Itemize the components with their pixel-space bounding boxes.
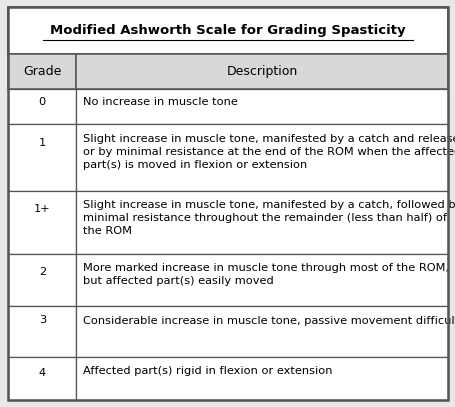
Bar xyxy=(76,191,447,254)
Bar xyxy=(76,254,447,306)
Text: 1: 1 xyxy=(39,138,46,148)
Bar xyxy=(8,357,76,400)
Text: 2: 2 xyxy=(39,267,46,277)
Text: Description: Description xyxy=(226,65,297,78)
Bar xyxy=(8,191,76,254)
Text: Modified Ashworth Scale for Grading Spasticity: Modified Ashworth Scale for Grading Spas… xyxy=(50,24,405,37)
Text: 0: 0 xyxy=(39,97,46,107)
Text: More marked increase in muscle tone through most of the ROM,
but affected part(s: More marked increase in muscle tone thro… xyxy=(82,263,448,286)
Text: 3: 3 xyxy=(39,315,46,325)
Text: Considerable increase in muscle tone, passive movement difficult: Considerable increase in muscle tone, pa… xyxy=(82,316,455,326)
Text: No increase in muscle tone: No increase in muscle tone xyxy=(82,97,237,107)
Text: Grade: Grade xyxy=(23,65,61,78)
Text: Affected part(s) rigid in flexion or extension: Affected part(s) rigid in flexion or ext… xyxy=(82,366,332,376)
Bar xyxy=(8,54,76,89)
Text: 1+: 1+ xyxy=(34,204,51,214)
Bar xyxy=(8,7,447,54)
Bar xyxy=(8,254,76,306)
Bar xyxy=(76,306,447,357)
Bar xyxy=(8,89,76,124)
Text: 4: 4 xyxy=(39,368,46,378)
Text: Slight increase in muscle tone, manifested by a catch and release
or by minimal : Slight increase in muscle tone, manifest… xyxy=(82,133,455,170)
Bar xyxy=(76,54,447,89)
Bar xyxy=(8,306,76,357)
Bar xyxy=(8,124,76,191)
Bar xyxy=(76,89,447,124)
Bar xyxy=(76,357,447,400)
Text: Slight increase in muscle tone, manifested by a catch, followed by
minimal resis: Slight increase in muscle tone, manifest… xyxy=(82,200,455,236)
Bar xyxy=(76,124,447,191)
